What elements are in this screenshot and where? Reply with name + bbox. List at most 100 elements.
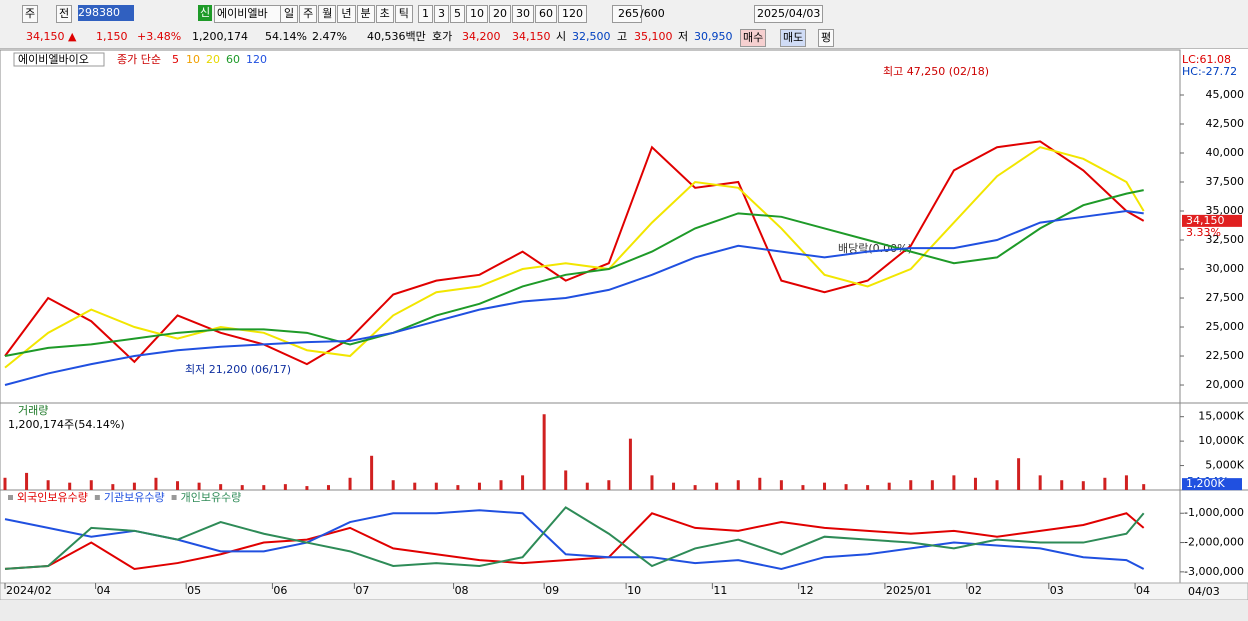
volume-bar (68, 482, 72, 490)
stock-name[interactable]: 에이비엘바 (214, 5, 282, 23)
volume-bar (391, 480, 395, 490)
volume-bar (823, 482, 827, 490)
volume-bar (348, 477, 352, 490)
interval-button[interactable]: 10 (466, 5, 488, 23)
volume-bar (628, 438, 632, 490)
x-tick-label: 04 (97, 584, 111, 597)
interval-button[interactable]: 3 (434, 5, 449, 23)
legend-swatch (94, 495, 100, 500)
current-box (1182, 478, 1242, 491)
period-button[interactable]: 분 (356, 5, 375, 23)
x-tick-label: 06 (273, 584, 287, 597)
volume-bar (715, 482, 719, 490)
x-tick-label: 10 (627, 584, 641, 597)
volume-legend: 거래량 (18, 404, 48, 417)
x-tick-label: 11 (713, 584, 727, 597)
hc-label: HC:-27.72 (1182, 65, 1237, 78)
volume-bar (844, 484, 848, 490)
code[interactable]: 298380 (78, 5, 134, 21)
date[interactable]: 2025/04/03 (754, 5, 824, 23)
y-tick-label: 27,500 (1206, 291, 1245, 304)
sell-button[interactable]: 매도 (780, 29, 807, 47)
legend-box (13, 52, 105, 67)
volume-info: 1,200,174주(54.14%) (8, 418, 125, 431)
series-line (4, 146, 1145, 369)
volume-bar (326, 485, 330, 490)
y-tick-label: 22,500 (1206, 349, 1245, 362)
volume: 1,200,174 (192, 30, 248, 43)
arrow: ▲ (68, 30, 77, 43)
price: 34,150 (26, 30, 65, 43)
x-tick-label: 2024/02 (6, 584, 52, 597)
plot-frame (0, 49, 1181, 584)
x-tick-label: 04 (1136, 584, 1150, 597)
legend-swatch (171, 495, 177, 500)
y-tick-label: -3,000,000 (1184, 565, 1244, 578)
volume-bar (887, 482, 891, 490)
volume-bar (866, 485, 870, 490)
volume-bar (499, 480, 503, 490)
period-button[interactable]: 월 (318, 5, 337, 23)
volume-bar (413, 482, 417, 490)
x-tick-label: 09 (545, 584, 559, 597)
current-rate: 3.33% (1186, 226, 1221, 239)
count[interactable]: 265 (612, 5, 642, 23)
prev[interactable]: 전 (56, 5, 73, 23)
ask: 34,200 (462, 30, 501, 43)
interval-button[interactable]: 30 (512, 5, 534, 23)
volume-bar (46, 480, 50, 490)
current-box (1182, 214, 1242, 227)
volume-bar (154, 477, 158, 490)
interval-button[interactable]: 5 (450, 5, 465, 23)
x-tick-label: 12 (800, 584, 814, 597)
x-tick-label: 02 (968, 584, 982, 597)
volume-bar (693, 485, 697, 490)
volume-bar (521, 475, 525, 490)
period-button[interactable]: 초 (375, 5, 394, 23)
interval-button[interactable]: 20 (489, 5, 511, 23)
period-button[interactable]: 주 (299, 5, 318, 23)
count-max: /600 (640, 7, 665, 20)
volume-bar (930, 480, 934, 490)
avg-button[interactable]: 평 (818, 29, 835, 47)
market[interactable]: 주 (22, 5, 39, 23)
new-badge: 신 (198, 5, 213, 21)
interval-button[interactable]: 60 (535, 5, 557, 23)
interval-button[interactable]: 120 (558, 5, 587, 23)
volume-bar (1142, 484, 1146, 490)
volume-bar (3, 477, 7, 490)
annotation-dividend: 배당락(0.00%) (838, 242, 912, 255)
volume-bar (973, 477, 977, 490)
buy-button[interactable]: 매수 (740, 29, 767, 47)
series-line (4, 189, 1144, 358)
ma-period: 5 (172, 53, 179, 66)
volume-bar (370, 455, 374, 490)
ask-label: 호가 (432, 30, 453, 43)
vol-ratio: 54.14% (265, 30, 307, 43)
volume-bar (197, 482, 201, 490)
volume-bar (1081, 481, 1085, 490)
ma-period: 10 (186, 53, 200, 66)
series-line (4, 210, 1144, 386)
current-label: 1,200K (1186, 477, 1225, 490)
volume-bar (111, 484, 115, 490)
volume-bar (952, 475, 956, 490)
period-button[interactable]: 틱 (394, 5, 413, 23)
amount: 40,536백만 (367, 30, 426, 43)
volume-bar (1017, 458, 1021, 490)
y-tick-label: 25,000 (1206, 320, 1245, 333)
series-line (4, 512, 1145, 570)
x-tick-label: 03 (1050, 584, 1064, 597)
interval-button[interactable]: 1 (418, 5, 433, 23)
scrollbar[interactable] (0, 600, 1248, 621)
interval-buttons: 1 3 5 10 20 30 60 120 (418, 5, 588, 23)
volume-bar (607, 480, 611, 490)
last-date: 04/03 (1188, 585, 1220, 598)
volume-bar (434, 482, 438, 490)
y-tick-label: 10,000K (1198, 434, 1244, 447)
period-button[interactable]: 일 (280, 5, 299, 23)
volume-bar (219, 484, 223, 490)
period-button[interactable]: 년 (337, 5, 356, 23)
